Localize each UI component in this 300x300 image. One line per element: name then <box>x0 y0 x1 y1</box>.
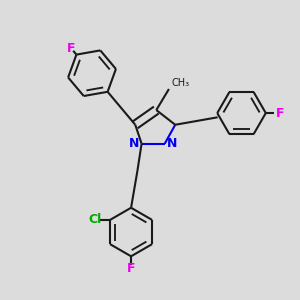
Text: F: F <box>127 262 135 275</box>
Text: Cl: Cl <box>89 213 102 226</box>
Text: N: N <box>129 137 139 150</box>
Text: F: F <box>276 106 285 120</box>
Text: F: F <box>67 42 75 55</box>
Text: CH₃: CH₃ <box>171 78 189 88</box>
Text: N: N <box>167 137 178 150</box>
